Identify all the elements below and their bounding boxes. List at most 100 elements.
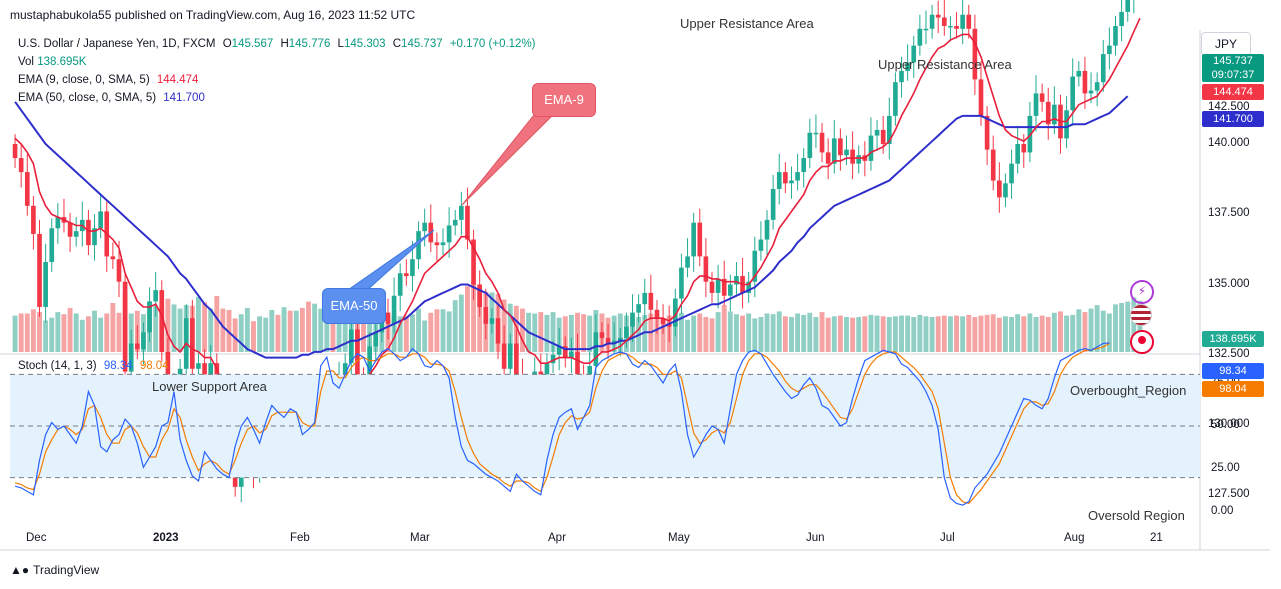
- volume-bar: [489, 292, 495, 352]
- volume-bar: [422, 320, 428, 352]
- candle-body: [312, 413, 317, 431]
- volume-bar: [813, 317, 819, 352]
- candle-body: [220, 413, 226, 454]
- candle-body: [73, 231, 79, 237]
- us-flag-icon[interactable]: [1130, 304, 1152, 326]
- volume-bar: [568, 314, 574, 352]
- candle-body: [31, 205, 36, 234]
- candle-body: [196, 363, 201, 369]
- candle-body: [917, 28, 923, 46]
- candle-body: [648, 292, 654, 310]
- volume-value: 138.695K: [37, 56, 87, 68]
- volume-bar: [55, 312, 61, 352]
- candle-body: [465, 205, 470, 240]
- candle-body: [1027, 115, 1033, 153]
- candle-body: [514, 343, 519, 378]
- volume-bar: [446, 311, 452, 352]
- volume-bar: [544, 314, 550, 352]
- volume-bar: [923, 316, 929, 352]
- chart-legend: U.S. Dollar / Japanese Yen, 1D, FXCM O14…: [18, 35, 536, 107]
- ema9-callout[interactable]: EMA-9: [532, 83, 596, 117]
- volume-bar: [1027, 313, 1033, 352]
- symbol-name[interactable]: U.S. Dollar / Japanese Yen, 1D, FXCM: [18, 38, 216, 50]
- candle-body: [721, 278, 727, 296]
- candle-body: [495, 318, 501, 344]
- volume-bar: [678, 312, 684, 352]
- volume-bar: [691, 315, 697, 352]
- ema50-callout[interactable]: EMA-50: [322, 288, 386, 324]
- volume-bar: [636, 317, 642, 352]
- footer-brand: TradingView: [33, 563, 100, 577]
- candle-body: [642, 292, 648, 305]
- ema50-label: EMA (50, close, 0, SMA, 5): [18, 92, 157, 104]
- volume-bar: [520, 308, 525, 352]
- candle-body: [825, 152, 831, 164]
- volume-bar: [238, 314, 244, 352]
- candle-body: [746, 281, 752, 293]
- volume-bar: [85, 316, 91, 352]
- volume-bar: [1064, 315, 1070, 352]
- ema9-row[interactable]: EMA (9, close, 0, SMA, 5) 144.474: [18, 71, 536, 89]
- volume-bar: [880, 316, 886, 352]
- volume-bar: [764, 313, 770, 352]
- volume-bar: [782, 316, 788, 352]
- candle-body: [300, 410, 305, 420]
- candle-body: [416, 231, 421, 260]
- volume-bar: [92, 310, 97, 352]
- candle-body: [636, 304, 641, 313]
- volume-bar: [740, 315, 746, 352]
- volume-bar: [165, 298, 171, 352]
- japan-flag-icon[interactable]: [1130, 330, 1154, 354]
- volume-bar: [990, 314, 996, 352]
- volume-bar: [996, 317, 1002, 352]
- candle-body: [691, 222, 696, 257]
- volume-bar: [550, 312, 556, 352]
- volume-bar: [575, 312, 580, 352]
- candle-body: [190, 318, 195, 369]
- candle-body: [208, 363, 214, 381]
- candle-body: [459, 205, 464, 220]
- candle-body: [507, 343, 513, 369]
- callout-arrows: [343, 109, 558, 293]
- currency-button[interactable]: JPY: [1201, 32, 1251, 56]
- candle-body: [348, 329, 354, 364]
- candle-body: [666, 323, 672, 327]
- candle-body: [410, 259, 415, 277]
- lightning-icon[interactable]: ⚡: [1130, 280, 1154, 304]
- candle-body: [153, 290, 158, 302]
- candle-body: [868, 135, 874, 161]
- tradingview-logo-icon: ▲●: [10, 563, 30, 577]
- volume-bar: [581, 314, 587, 352]
- ema50-row[interactable]: EMA (50, close, 0, SMA, 5) 141.700: [18, 89, 536, 107]
- volume-bar: [917, 314, 923, 352]
- candle-body: [893, 82, 898, 116]
- volume-bar: [287, 310, 293, 352]
- low-value: 145.303: [343, 38, 386, 50]
- volume-bar: [409, 314, 415, 352]
- candle-body: [838, 138, 843, 156]
- candle-body: [1113, 25, 1118, 46]
- volume-bar: [214, 296, 220, 352]
- upper-resistance-label: Upper Resistance Area: [878, 57, 1012, 72]
- volume-bar: [703, 317, 709, 352]
- volume-bar: [501, 299, 507, 352]
- candle-body: [617, 337, 623, 341]
- price-tick: 130.000: [1208, 418, 1250, 430]
- volume-bar: [416, 308, 421, 352]
- candle-body: [685, 256, 690, 268]
- candle-body: [954, 25, 959, 29]
- volume-bar: [844, 317, 849, 352]
- candle-body: [770, 188, 776, 220]
- candle-body: [856, 155, 862, 164]
- candle-body: [245, 447, 250, 465]
- close-value: 145.737: [401, 38, 443, 50]
- candle-body: [593, 332, 599, 366]
- volume-bar: [1045, 317, 1051, 352]
- time-tick: Aug: [1064, 532, 1085, 544]
- volume-bar: [299, 307, 305, 352]
- volume-bar: [403, 315, 409, 352]
- volume-bar: [593, 310, 599, 352]
- candle-body: [330, 391, 336, 428]
- candle-body: [984, 115, 990, 150]
- candle-body: [18, 158, 24, 173]
